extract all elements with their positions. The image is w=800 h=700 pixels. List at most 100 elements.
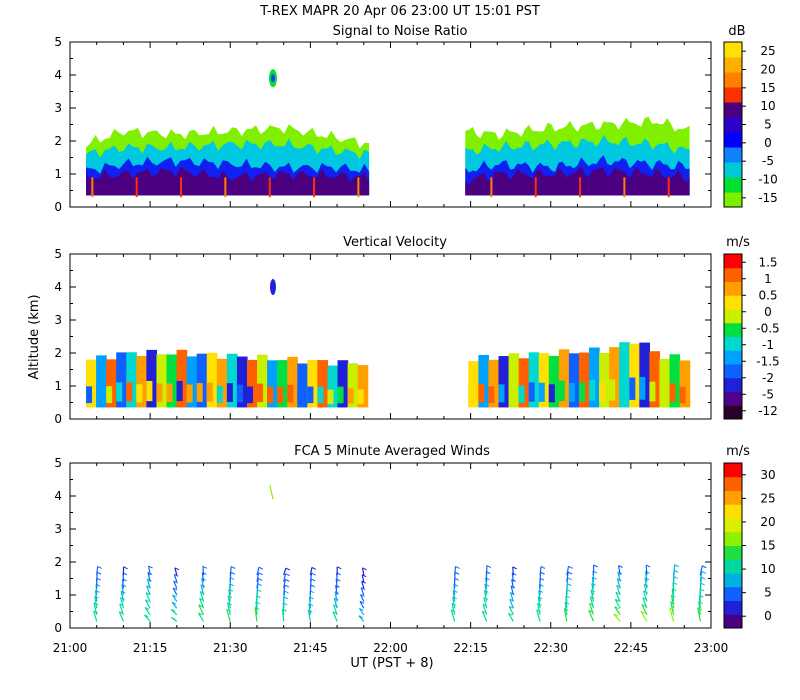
velocity-colorbar-swatch xyxy=(724,336,742,351)
wind-barb xyxy=(199,591,205,602)
wind-barb-flag xyxy=(170,616,176,620)
velocity-cell xyxy=(287,384,294,403)
velocity-cell xyxy=(568,382,575,402)
velocity-cell xyxy=(498,384,505,403)
y-tick-label: 2 xyxy=(54,346,62,360)
velocity-panel-title: Vertical Velocity xyxy=(343,235,447,250)
snr-colorbar-tick-label: 20 xyxy=(760,63,775,77)
velocity-colorbar-tick-label: -5 xyxy=(762,387,774,401)
wind-barb xyxy=(283,585,286,596)
winds-colorbar-swatch xyxy=(724,518,742,533)
velocity-colorbar-swatch xyxy=(724,254,742,269)
velocity-column xyxy=(508,353,520,408)
snr-strong-return xyxy=(313,177,316,198)
winds-colorbar-tick-label: 10 xyxy=(760,562,775,576)
wind-barb xyxy=(144,607,151,616)
velocity-cell xyxy=(136,384,143,403)
wind-barb-flag xyxy=(618,565,623,568)
velocity-colorbar-swatch xyxy=(724,350,742,365)
wind-barb-flag xyxy=(172,594,177,598)
wind-barb xyxy=(508,605,514,616)
velocity-column xyxy=(186,356,198,408)
wind-barb-flag xyxy=(171,601,177,605)
wind-barb xyxy=(509,592,514,602)
y-tick-label: 4 xyxy=(54,489,62,503)
wind-barb xyxy=(119,603,124,615)
wind-barb xyxy=(616,585,621,596)
velocity-colorbar-swatch xyxy=(724,377,742,392)
y-tick-label: 1 xyxy=(54,167,62,181)
velocity-cell xyxy=(589,379,596,401)
wind-barb xyxy=(121,584,125,596)
wind-barb-flag xyxy=(311,572,316,576)
snr-colorbar-tick-label: 5 xyxy=(764,118,772,132)
winds-panel-title: FCA 5 Minute Averaged Winds xyxy=(294,444,490,459)
wind-barb xyxy=(452,596,456,609)
snr-colorbar-swatch xyxy=(724,117,742,133)
velocity-cell xyxy=(216,385,223,403)
x-tick-label: 22:45 xyxy=(614,641,649,655)
velocity-cell xyxy=(538,382,545,402)
wind-barb-flag xyxy=(613,613,618,617)
velocity-column xyxy=(206,352,218,408)
velocity-cell xyxy=(156,383,163,403)
wind-barb xyxy=(485,577,488,589)
winds-colorbar-swatch xyxy=(724,573,742,588)
velocity-cell xyxy=(206,382,213,402)
winds-colorbar-swatch xyxy=(724,614,742,629)
winds-colorbar-swatch xyxy=(724,463,742,478)
wind-barb xyxy=(308,596,311,609)
wind-barb xyxy=(226,602,231,615)
wind-barb xyxy=(256,572,260,582)
snr-colorbar-tick-label: -10 xyxy=(758,173,778,187)
wind-barb-flag xyxy=(362,567,367,571)
velocity-column xyxy=(498,356,510,408)
wind-barb xyxy=(450,609,456,622)
y-tick-label: 3 xyxy=(54,101,62,115)
wind-barb-flag xyxy=(148,565,153,569)
velocity-cell xyxy=(478,383,485,403)
velocity-cell xyxy=(548,384,555,403)
wind-barb xyxy=(699,565,703,576)
snr-colorbar-tick-label: 25 xyxy=(760,44,775,58)
winds-colorbar: 30 25 20 15 10 5 0 xyxy=(723,462,776,629)
velocity-unit-label: m/s xyxy=(726,235,750,250)
x-axis-label: UT (PST + 8) xyxy=(350,656,433,671)
velocity-column xyxy=(246,359,258,408)
velocity-column xyxy=(166,354,178,408)
x-tick-label: 21:00 xyxy=(53,641,88,655)
velocity-cell xyxy=(126,382,133,402)
x-tick-label: 21:45 xyxy=(293,641,328,655)
winds-colorbar-swatch xyxy=(724,504,742,519)
wind-barb xyxy=(590,589,595,602)
wind-barb xyxy=(484,583,488,596)
winds-colorbar-tick-label: 30 xyxy=(760,468,775,482)
velocity-column xyxy=(629,343,640,408)
velocity-cell xyxy=(528,382,535,402)
winds-colorbar-tick-label: 5 xyxy=(764,586,772,600)
velocity-cell xyxy=(629,377,636,400)
velocity-cell xyxy=(337,386,344,404)
wind-barb-flag xyxy=(702,565,707,569)
wind-barb xyxy=(699,571,703,582)
velocity-cell xyxy=(357,389,364,405)
velocity-column xyxy=(347,363,359,408)
wind-barb-flag xyxy=(512,566,517,570)
wind-barb xyxy=(254,607,258,622)
snr-colorbar-swatch xyxy=(724,102,742,118)
wind-barb xyxy=(642,597,648,609)
wind-barb xyxy=(283,567,287,576)
velocity-cell xyxy=(619,376,626,400)
wind-barb xyxy=(202,566,205,576)
wind-barb xyxy=(613,613,621,622)
wind-barb-flag xyxy=(359,600,365,604)
velocity-column xyxy=(236,356,248,408)
wind-barb xyxy=(698,601,701,615)
wind-barb xyxy=(673,564,676,576)
winds-axis-ticks: 0 1 2 3 4 5 xyxy=(54,456,712,635)
wind-barb xyxy=(308,603,311,615)
velocity-cell xyxy=(508,382,515,402)
snr-colorbar-swatch xyxy=(724,162,742,178)
wind-barb-flag xyxy=(310,584,315,588)
y-tick-label: 5 xyxy=(54,456,62,470)
